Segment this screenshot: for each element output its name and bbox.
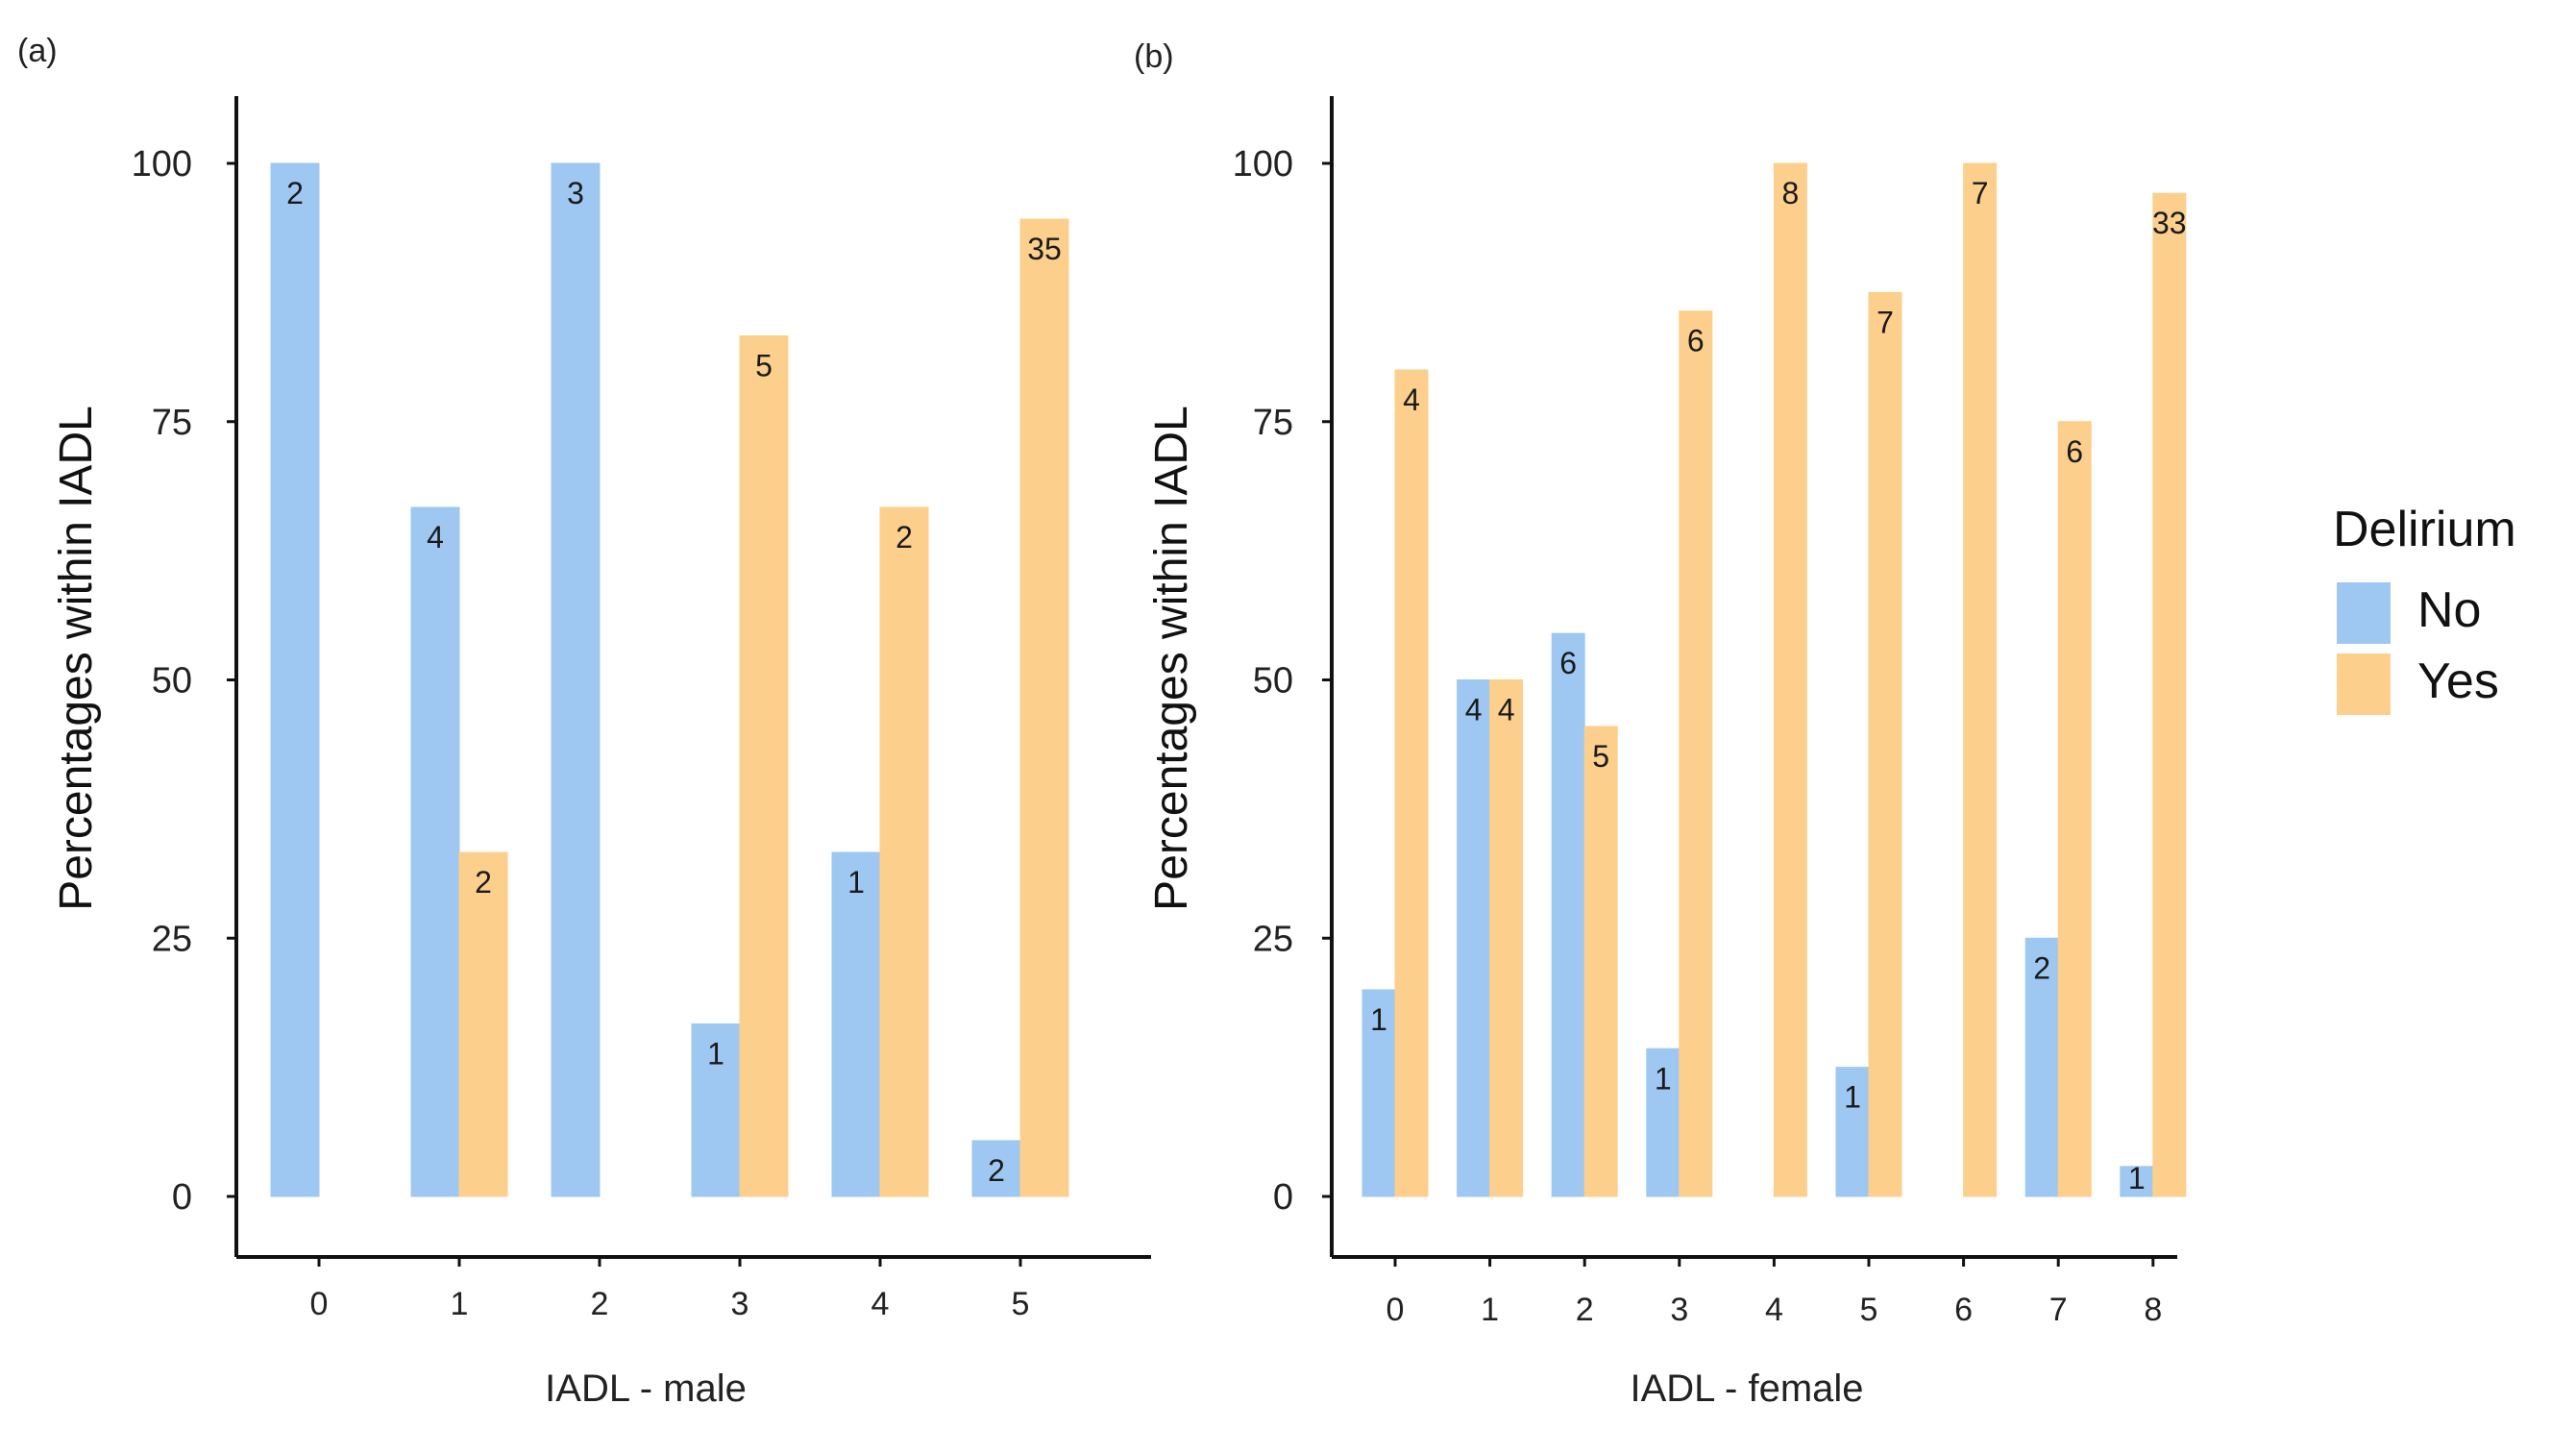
bar-b-no-8 — [2120, 1166, 2154, 1197]
bar-b-no-5 — [1835, 1067, 1870, 1197]
bar-b-yes-0 — [1394, 369, 1429, 1197]
panel-label-a: (a) — [17, 33, 58, 69]
bar-a-yes-4 — [879, 506, 929, 1197]
legend-swatch-yes — [2337, 653, 2391, 715]
bar-b-no-7 — [2024, 937, 2059, 1197]
x-tick-label-b-4: 4 — [1765, 1292, 1783, 1328]
x-tick-label-a-3: 3 — [731, 1286, 749, 1322]
bar-b-yes-1 — [1489, 679, 1524, 1197]
x-tick-label-a-1: 1 — [451, 1286, 469, 1322]
x-tick-label-a-2: 2 — [591, 1286, 609, 1322]
data-label-b-yes-0: 4 — [1403, 382, 1420, 417]
legend-title: Delirium — [2333, 502, 2516, 557]
bar-b-no-2 — [1551, 632, 1585, 1197]
bar-b-yes-2 — [1583, 726, 1618, 1197]
panel-label-b: (b) — [1134, 38, 1174, 75]
bar-a-no-3 — [691, 1022, 741, 1197]
bar-a-no-0 — [270, 162, 320, 1197]
data-label-a-yes-1: 2 — [475, 865, 492, 899]
legend-swatch-no — [2337, 582, 2391, 644]
y-axis-title-a: Percentages within IADL — [51, 406, 102, 911]
y-tick-label-b-0: 0 — [1273, 1177, 1293, 1218]
data-label-b-no-5: 1 — [1844, 1080, 1861, 1115]
bar-b-no-1 — [1457, 679, 1491, 1197]
bar-a-no-1 — [410, 506, 460, 1197]
data-label-b-yes-3: 6 — [1687, 324, 1705, 358]
data-label-b-no-0: 1 — [1370, 1002, 1387, 1037]
x-tick-label-b-2: 2 — [1576, 1292, 1594, 1328]
data-label-b-no-2: 6 — [1559, 646, 1577, 680]
y-tick-label-a-0: 0 — [172, 1177, 192, 1218]
data-label-a-no-5: 2 — [988, 1153, 1005, 1188]
legend-label-yes: Yes — [2417, 653, 2499, 709]
bar-b-yes-6 — [1963, 162, 1998, 1197]
bar-b-yes-8 — [2152, 192, 2187, 1197]
data-label-b-yes-5: 7 — [1877, 305, 1894, 339]
bar-b-yes-3 — [1679, 310, 1713, 1197]
data-label-a-no-4: 1 — [847, 865, 865, 899]
bar-b-yes-7 — [2057, 421, 2092, 1197]
x-axis-title-a: IADL - male — [545, 1367, 747, 1410]
data-label-b-no-3: 1 — [1655, 1061, 1672, 1096]
y-tick-label-a-100: 100 — [132, 144, 192, 185]
y-tick-label-b-75: 75 — [1253, 403, 1293, 443]
x-tick-label-a-0: 0 — [310, 1286, 329, 1322]
x-tick-label-b-1: 1 — [1481, 1292, 1499, 1328]
x-tick-label-b-3: 3 — [1670, 1292, 1688, 1328]
data-label-a-yes-3: 5 — [755, 349, 773, 383]
data-label-a-yes-4: 2 — [895, 520, 913, 554]
legend: Delirium No Yes — [2333, 502, 2516, 715]
data-label-b-yes-4: 8 — [1782, 176, 1800, 210]
data-label-b-yes-1: 4 — [1498, 693, 1515, 727]
x-tick-label-b-8: 8 — [2144, 1292, 2162, 1328]
data-label-a-no-1: 4 — [427, 520, 444, 554]
y-tick-label-b-50: 50 — [1253, 661, 1293, 702]
x-tick-label-b-7: 7 — [2049, 1292, 2068, 1328]
data-label-b-yes-8: 33 — [2152, 206, 2187, 240]
bar-b-yes-4 — [1773, 162, 1807, 1197]
x-tick-label-b-6: 6 — [1954, 1292, 1973, 1328]
y-tick-label-a-75: 75 — [152, 403, 192, 443]
data-label-b-yes-6: 7 — [1972, 176, 1989, 210]
data-label-b-no-7: 2 — [2033, 950, 2050, 985]
x-tick-label-a-5: 5 — [1012, 1286, 1030, 1322]
y-axis-title-b: Percentages within IADL — [1146, 406, 1197, 911]
bar-a-no-4 — [831, 851, 881, 1197]
bar-a-no-5 — [971, 1140, 1021, 1197]
y-tick-label-a-25: 25 — [152, 919, 192, 959]
data-label-b-yes-2: 5 — [1592, 739, 1609, 774]
legend-label-no: No — [2417, 582, 2481, 638]
bar-a-yes-5 — [1019, 218, 1069, 1197]
data-label-b-yes-7: 6 — [2066, 434, 2083, 469]
y-tick-label-a-50: 50 — [152, 661, 192, 702]
data-label-a-yes-5: 35 — [1027, 232, 1062, 266]
bar-a-yes-1 — [458, 851, 508, 1197]
y-tick-label-b-100: 100 — [1233, 144, 1293, 185]
x-tick-label-b-5: 5 — [1860, 1292, 1878, 1328]
y-tick-label-b-25: 25 — [1253, 919, 1293, 959]
data-label-a-no-0: 2 — [286, 176, 304, 210]
x-tick-label-a-4: 4 — [871, 1286, 890, 1322]
data-label-b-no-1: 4 — [1465, 693, 1483, 727]
x-axis-title-b: IADL - female — [1630, 1367, 1863, 1410]
bar-b-yes-5 — [1868, 291, 1902, 1197]
bar-a-no-2 — [551, 162, 601, 1197]
data-label-a-no-2: 3 — [567, 176, 584, 210]
data-label-b-no-8: 1 — [2128, 1161, 2146, 1195]
bar-a-yes-3 — [739, 335, 789, 1197]
data-label-a-no-3: 1 — [707, 1036, 724, 1071]
x-tick-label-b-0: 0 — [1386, 1292, 1405, 1328]
bar-b-no-0 — [1362, 989, 1396, 1197]
bar-b-no-3 — [1646, 1047, 1681, 1197]
